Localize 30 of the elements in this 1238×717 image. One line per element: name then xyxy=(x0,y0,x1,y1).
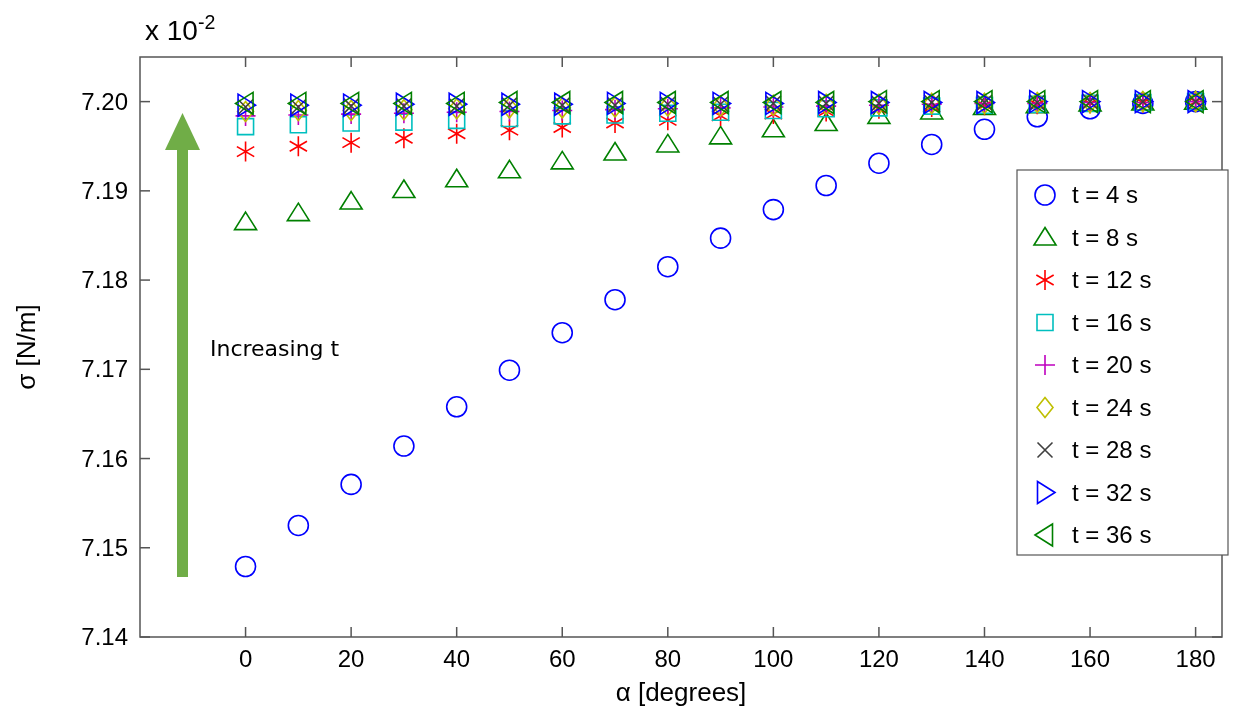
legend-label: t = 32 s xyxy=(1072,478,1152,506)
y-axis-title: σ [N/m] xyxy=(11,304,41,390)
x-tick-label: 160 xyxy=(1070,645,1111,672)
annotation: Increasing t xyxy=(210,336,340,361)
legend-label: t = 28 s xyxy=(1072,436,1152,463)
x-tick-label: 120 xyxy=(858,645,899,672)
legend-label: t = 16 s xyxy=(1072,308,1152,336)
y-tick-label: 7.18 xyxy=(81,266,128,294)
legend-label: t = 12 s xyxy=(1072,266,1152,293)
x-tick-label: 0 xyxy=(238,645,253,672)
y-tick-label: 7.16 xyxy=(81,444,128,472)
x-tick-label: 100 xyxy=(753,645,794,672)
text: x 10$^{-2}$ xyxy=(145,11,216,46)
y-tick-label: 7.20 xyxy=(81,87,128,115)
x-tick-label: 60 xyxy=(548,645,576,672)
x-tick-label: 140 xyxy=(964,645,1005,672)
x-axis-title: α [degrees] xyxy=(615,677,747,707)
x-tick-label: 20 xyxy=(337,645,365,672)
y-tick-label: 7.19 xyxy=(81,176,128,204)
legend-label: t = 4 s xyxy=(1072,181,1139,208)
y-tick-label: 7.14 xyxy=(81,623,128,650)
legend-label: t = 20 s xyxy=(1072,351,1152,378)
legend-label: t = 24 s xyxy=(1072,393,1152,421)
x-tick-label: 180 xyxy=(1175,645,1216,672)
legend-label: t = 36 s xyxy=(1072,521,1152,548)
y-tick-label: 7.17 xyxy=(81,355,128,383)
x-tick-label: 40 xyxy=(443,645,471,672)
x-tick-label: 80 xyxy=(654,645,682,672)
legend-label: t = 8 s xyxy=(1072,223,1139,251)
y-tick-label: 7.15 xyxy=(81,533,128,561)
